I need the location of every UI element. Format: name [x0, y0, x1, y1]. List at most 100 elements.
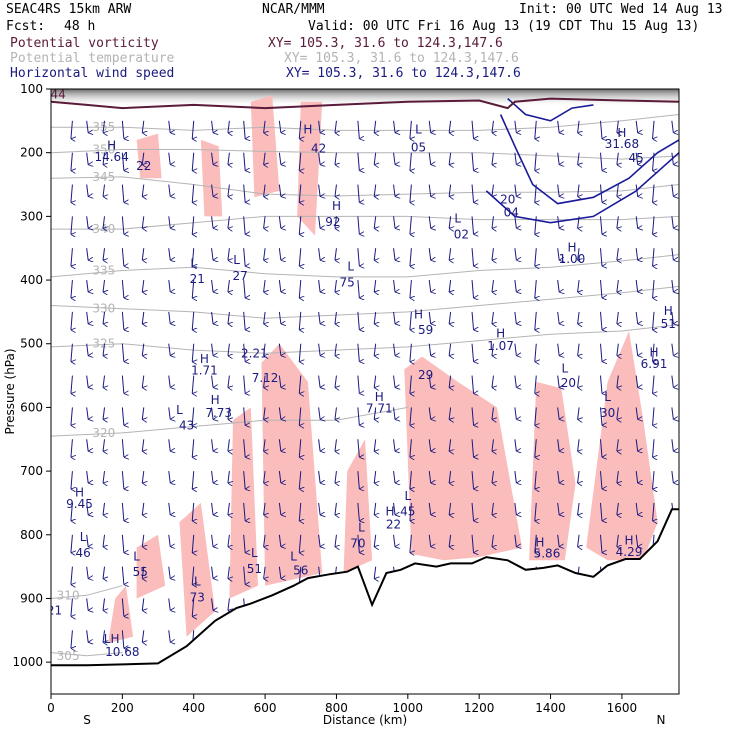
wind-vector — [491, 343, 494, 356]
wind-vector — [334, 216, 337, 228]
wind-vector — [278, 407, 281, 419]
wind-vector — [534, 216, 537, 234]
wind-vector — [278, 311, 281, 324]
wind-vector — [600, 216, 603, 234]
wind-vector — [121, 120, 124, 139]
wind-vector — [278, 375, 281, 388]
wind-vector — [227, 343, 230, 356]
wind-vector — [86, 598, 89, 610]
wind-vector — [227, 598, 230, 610]
wind-vector — [191, 407, 194, 425]
wind-vector — [616, 534, 619, 547]
wind-vector — [428, 343, 431, 356]
wind-vector — [211, 152, 214, 165]
wind-vector — [86, 311, 89, 324]
field-annotation: 6.91 — [641, 357, 668, 371]
wind-vector — [263, 279, 266, 292]
wind-vector — [211, 311, 214, 324]
wind-vector — [243, 184, 246, 203]
y-tick-label: 1000 — [12, 655, 43, 669]
south-end-label: S — [83, 713, 91, 727]
wind-vector — [393, 439, 396, 451]
wind-vector — [409, 534, 412, 553]
wind-vector — [393, 375, 396, 388]
wind-vector — [86, 375, 89, 388]
wind-vector — [557, 439, 560, 451]
wind-vector — [263, 248, 266, 260]
y-tick-label: 300 — [20, 209, 43, 223]
wind-vector — [557, 534, 560, 547]
theta-contour-label: 325 — [92, 337, 115, 351]
wind-vector — [428, 407, 431, 419]
wind-vector — [86, 184, 89, 197]
wind-vector — [102, 439, 105, 451]
wind-vector — [557, 343, 560, 356]
wind-vector — [448, 534, 451, 547]
wind-vector — [263, 184, 266, 197]
wind-vector — [428, 184, 431, 197]
wind-vector — [373, 120, 376, 133]
wind-vector — [373, 407, 376, 419]
wind-vector — [168, 343, 171, 356]
field-theta-name: Potential temperature — [10, 51, 175, 66]
wind-vector — [534, 502, 537, 521]
field-annotation: L — [604, 390, 611, 404]
wind-vector — [86, 566, 89, 579]
y-tick-label: 500 — [20, 337, 43, 351]
wind-vector — [141, 566, 144, 579]
wind-vector — [514, 216, 517, 228]
wind-vector — [577, 343, 580, 356]
wind-vector — [357, 248, 360, 266]
wind-vector — [635, 248, 638, 260]
wind-vector — [600, 407, 603, 425]
wind-vector — [121, 216, 124, 234]
wind-vector — [211, 120, 214, 133]
field-annotation: L — [561, 361, 568, 375]
wind-vector — [600, 343, 603, 362]
pv-shading-region — [250, 95, 280, 198]
wind-vector — [334, 279, 337, 292]
field-annotation: H — [303, 123, 312, 137]
wind-vector — [357, 534, 360, 553]
wind-vector — [577, 248, 580, 260]
wind-vector — [141, 630, 144, 642]
field-annotation: 73 — [190, 591, 205, 605]
x-tick-label: 0 — [47, 701, 55, 715]
wind-vector — [448, 502, 451, 515]
wind-vector — [102, 343, 105, 356]
x-axis-title: Distance (km) — [323, 713, 407, 727]
wind-vector — [86, 439, 89, 451]
wind-vector — [243, 439, 246, 457]
wind-vector — [243, 216, 246, 234]
wind-vector — [671, 375, 674, 388]
wind-speed-contour — [485, 152, 679, 224]
wind-vector — [227, 152, 230, 165]
wind-vector — [70, 152, 73, 171]
field-annotation: L — [80, 530, 87, 544]
wind-vector — [227, 279, 230, 292]
wind-vector — [652, 311, 655, 330]
wind-vector — [86, 152, 89, 165]
wind-vector — [577, 534, 580, 547]
wind-vector — [448, 311, 451, 324]
x-tick-label: 400 — [182, 701, 205, 715]
wind-vector — [278, 184, 281, 197]
wind-vector — [428, 311, 431, 324]
wind-vector — [514, 439, 517, 451]
wind-vector — [409, 152, 412, 171]
field-annotation: 5.86 — [534, 547, 561, 561]
wind-vector — [211, 279, 214, 292]
wind-vector — [191, 471, 194, 489]
wind-vector — [635, 502, 638, 515]
field-annotation: 56 — [293, 563, 308, 577]
wind-vector — [393, 311, 396, 324]
field-annotation: 51 — [247, 562, 262, 576]
wind-vector — [191, 280, 194, 298]
wind-vector — [357, 502, 360, 521]
wind-vector — [121, 471, 124, 489]
y-tick-label: 800 — [20, 528, 43, 542]
wind-vector — [168, 502, 171, 515]
theta-contour — [51, 149, 679, 160]
wind-vector — [428, 502, 431, 515]
wind-vector — [121, 534, 124, 553]
